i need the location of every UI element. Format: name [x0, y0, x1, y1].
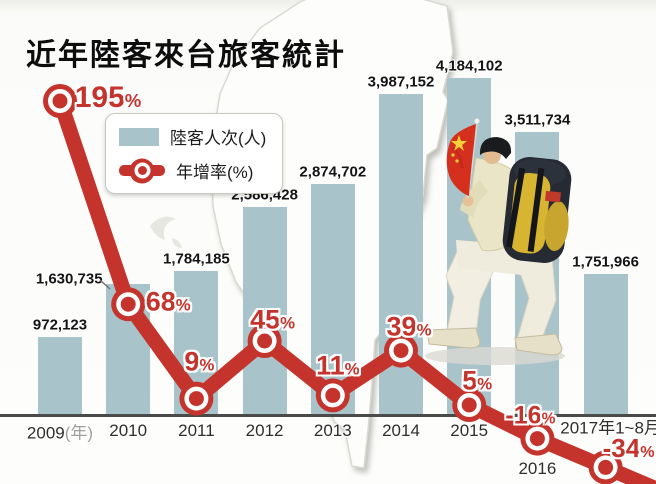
bar-swatch: [119, 127, 159, 146]
x-tick-2014: 2014: [382, 421, 420, 440]
flag-fold: [451, 146, 464, 169]
growth-label: 45%: [250, 304, 296, 335]
tourist-front-shoe: [426, 327, 481, 349]
growth-label: 5%: [462, 365, 493, 396]
growth-marker: [48, 89, 72, 113]
line-marker-icon: [129, 158, 155, 183]
flag-pole: [467, 121, 478, 199]
bar-value-label: 3,987,152: [367, 73, 435, 91]
growth-label: 11%: [316, 350, 360, 381]
growth-marker: [179, 381, 214, 416]
bar-value-label: 4,184,102: [435, 57, 503, 75]
watermark-glyph: [150, 216, 182, 248]
legend-line-label: 年增率(%): [176, 163, 254, 182]
ground-shadow: [425, 347, 565, 365]
legend: 陸客人次(人) 年增率(%): [105, 113, 284, 194]
tourist-hips: [456, 240, 552, 278]
tourist-head: [483, 146, 501, 164]
bar-value-label: 1,630,735: [35, 270, 103, 288]
growth-marker: [384, 333, 418, 368]
x-tick-2013: 2013: [313, 421, 352, 440]
tourist-torso: [467, 157, 519, 252]
growth-marker: [593, 455, 618, 480]
flag-small-star: [455, 159, 459, 163]
x-tick-2010: 2010: [109, 421, 148, 440]
bar-2017年1~8月: [583, 274, 628, 415]
growth-marker: [461, 397, 477, 413]
growth-marker: [43, 84, 77, 118]
flag-small-star: [451, 153, 455, 157]
growth-label: 68%: [145, 286, 191, 317]
growth-marker: [52, 93, 68, 109]
tourist-arm: [460, 180, 488, 218]
growth-marker: [529, 431, 545, 447]
bar-2010: [106, 284, 151, 415]
growth-marker: [188, 391, 204, 407]
growth-label: 9%: [184, 346, 215, 377]
growth-label: -34%: [602, 433, 655, 464]
growth-marker: [252, 329, 277, 353]
x-tick-2012: 2012: [245, 421, 284, 440]
growth-marker: [315, 378, 350, 413]
growth-marker: [389, 338, 413, 363]
bar-value-label: 1,751,966: [572, 253, 639, 271]
growth-marker: [598, 459, 614, 475]
growth-label: 195%: [74, 81, 142, 114]
growth-marker: [320, 383, 345, 408]
growth-marker: [325, 387, 341, 403]
growth-label: 39%: [386, 311, 432, 342]
x-tick-2017年1~8月: 2017年1~8月: [560, 418, 656, 438]
tourist-back-leg: [511, 249, 557, 345]
tourist-cap: [479, 137, 512, 159]
bar-value-label: 3,511,734: [504, 111, 571, 129]
tourist-back-shoe: [514, 333, 563, 356]
bar-value-label: 1,784,185: [163, 250, 230, 268]
legend-bars-label: 陸客人次(人): [170, 129, 267, 148]
growth-marker: [257, 333, 273, 349]
bar-2016: [515, 132, 560, 415]
tourist-front-leg: [445, 249, 501, 335]
x-tick-2009: 2009(年): [26, 423, 94, 443]
legend-item-visitors: 陸客人次(人): [119, 124, 266, 149]
bar-2012: [242, 207, 287, 415]
bar-2015: [447, 78, 492, 415]
tourist-hand: [462, 195, 474, 207]
growth-marker: [588, 450, 623, 484]
growth-marker: [184, 386, 209, 411]
flag-pole-tip: [474, 118, 480, 124]
chart-title: 近年陸客來台旅客統計: [26, 39, 346, 72]
growth-marker: [525, 426, 550, 451]
growth-marker: [116, 292, 141, 317]
growth-marker: [520, 421, 555, 456]
bar-2013: [310, 184, 355, 415]
tourist-backpack: [502, 157, 572, 263]
backpack-flag-patch: [545, 190, 561, 203]
bar-2009: [38, 337, 82, 415]
bar-2011: [174, 271, 219, 415]
x-tick-2016: 2016: [518, 459, 557, 478]
label-leader-line: [99, 279, 111, 290]
bar-value-label: 2,874,702: [299, 163, 367, 181]
x-tick-2011: 2011: [178, 421, 215, 440]
x-tick-2015: 2015: [450, 421, 489, 440]
legend-item-growth: 年增率(%): [119, 158, 266, 183]
line-swatch: [119, 158, 165, 183]
flag-star: [451, 135, 467, 151]
china-flag: [446, 124, 476, 196]
bar-2014: [379, 94, 423, 415]
x-axis: [0, 414, 656, 417]
growth-marker: [393, 343, 409, 359]
growth-marker: [120, 296, 136, 312]
growth-marker: [111, 287, 146, 322]
growth-marker: [452, 388, 487, 422]
bar-value-label: 972,123: [32, 316, 88, 334]
growth-marker: [247, 324, 282, 358]
